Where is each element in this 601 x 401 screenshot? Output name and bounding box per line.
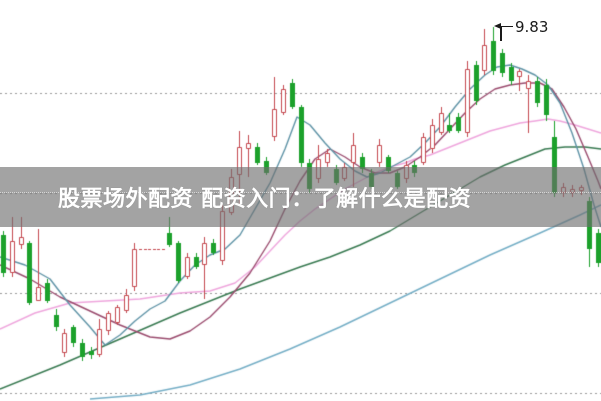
left-arrow-icon — [494, 23, 501, 29]
price-annotation-text: 9.83 — [515, 18, 549, 36]
banner-title: 股票场外配资 配资入门：了解什么是配资 — [58, 187, 472, 212]
annotation-line — [500, 25, 513, 27]
gridline-over-banner — [0, 192, 601, 193]
price-annotation: 9.83 — [494, 18, 554, 43]
annotation-stub-line — [500, 25, 502, 41]
title-banner: 股票场外配资 配资入门：了解什么是配资 — [0, 167, 601, 227]
